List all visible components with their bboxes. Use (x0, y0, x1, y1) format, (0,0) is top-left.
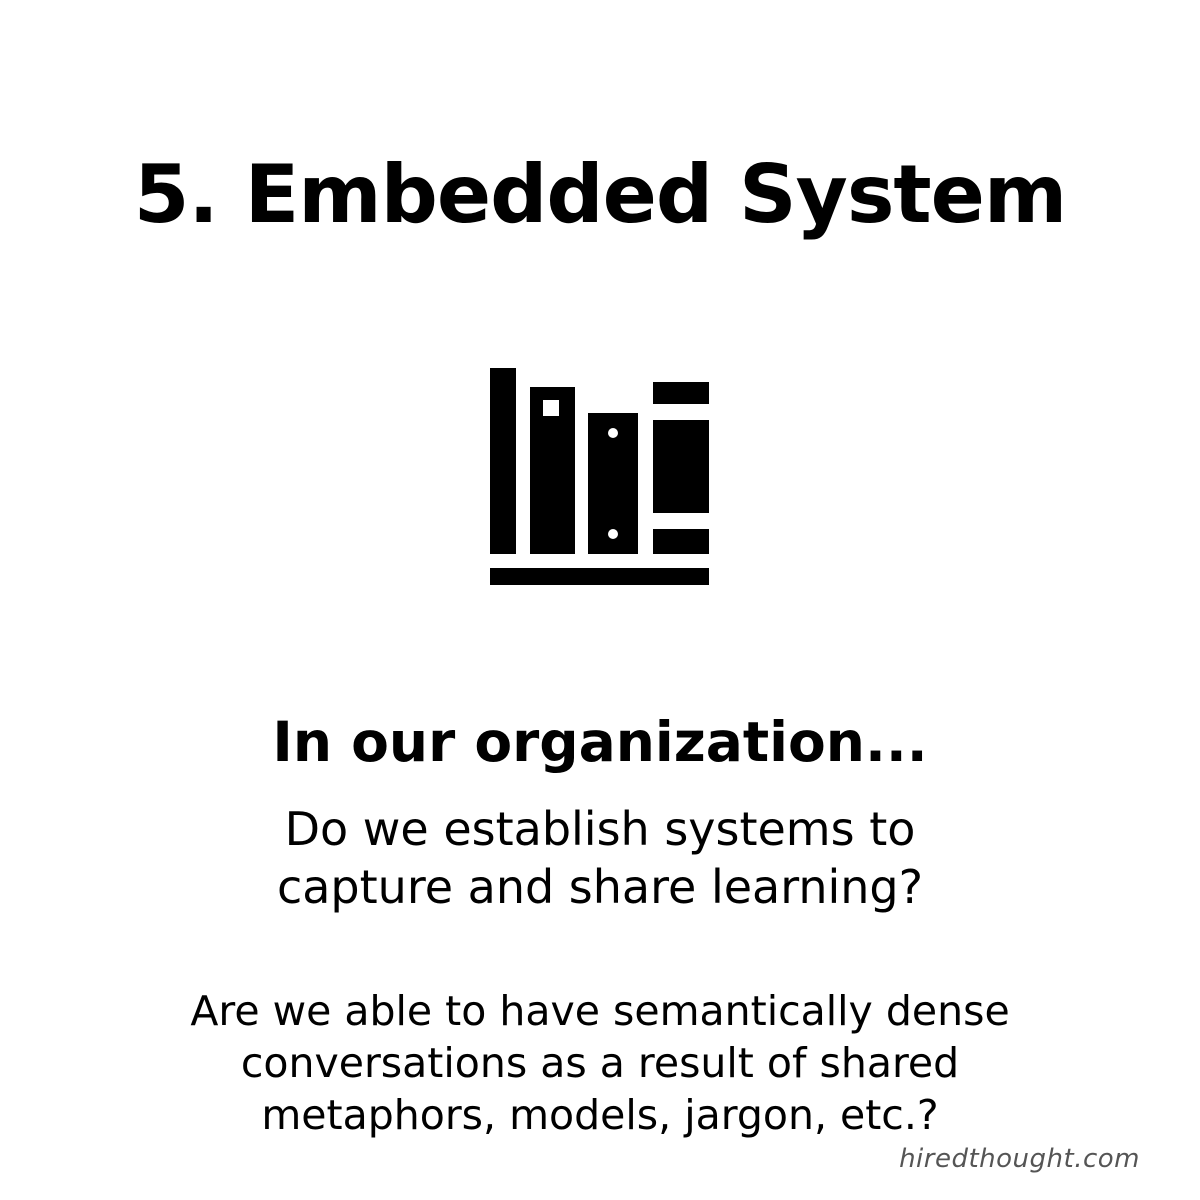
subheading: In our organization... (272, 710, 928, 774)
watermark: hiredthought.com (899, 1144, 1140, 1174)
bookshelf-icon (480, 360, 720, 600)
question-learning-systems: Do we establish systems to capture and s… (0, 800, 1200, 916)
question-line: Do we establish systems to (284, 802, 916, 856)
question-line: conversations as a result of shared (240, 1039, 960, 1087)
question-dense-conversations: Are we able to have semantically dense c… (0, 985, 1200, 1141)
question-line: Are we able to have semantically dense (190, 987, 1010, 1035)
slide-title: 5. Embedded System (133, 148, 1068, 241)
question-line: metaphors, models, jargon, etc.? (261, 1091, 939, 1139)
question-line: capture and share learning? (276, 860, 924, 914)
